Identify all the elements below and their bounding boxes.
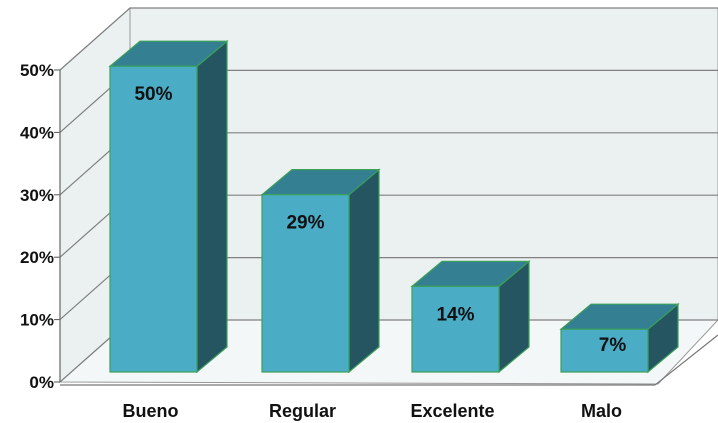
bar-side: [196, 39, 228, 374]
gridline-depth: [59, 7, 131, 71]
category-label: Excelente: [410, 401, 494, 421]
bars: 50% 29% 14% 7%: [108, 39, 680, 374]
y-tick-label: 10%: [20, 311, 54, 330]
data-label: 14%: [436, 304, 474, 325]
bar-front: [411, 285, 500, 373]
bar-front: [109, 65, 198, 373]
y-tick-label: 40%: [20, 123, 54, 142]
data-label: 7%: [599, 335, 627, 356]
bar-malo: 7%: [559, 302, 680, 374]
y-tick-label: 0%: [29, 373, 54, 392]
bar-front: [560, 328, 649, 373]
y-tick-label: 30%: [20, 186, 54, 205]
category-label: Malo: [581, 401, 622, 421]
category-label: Regular: [269, 401, 336, 421]
bar-bueno: 50%: [108, 39, 229, 374]
floor-right-edge: [654, 334, 718, 386]
y-axis-tick-labels: 0% 10% 20% 30% 40% 50%: [20, 61, 54, 392]
x-axis-category-labels: Bueno Regular Excelente Malo: [123, 401, 623, 421]
bar-front: [261, 194, 350, 373]
y-tick-label: 50%: [20, 61, 54, 80]
data-label: 50%: [134, 84, 172, 105]
y-tick-label: 20%: [20, 248, 54, 267]
category-label: Bueno: [123, 401, 179, 421]
data-label: 29%: [286, 213, 324, 234]
bar-regular: 29%: [260, 168, 381, 374]
bar-excelente: 14%: [410, 260, 531, 374]
bar-side: [348, 168, 380, 374]
